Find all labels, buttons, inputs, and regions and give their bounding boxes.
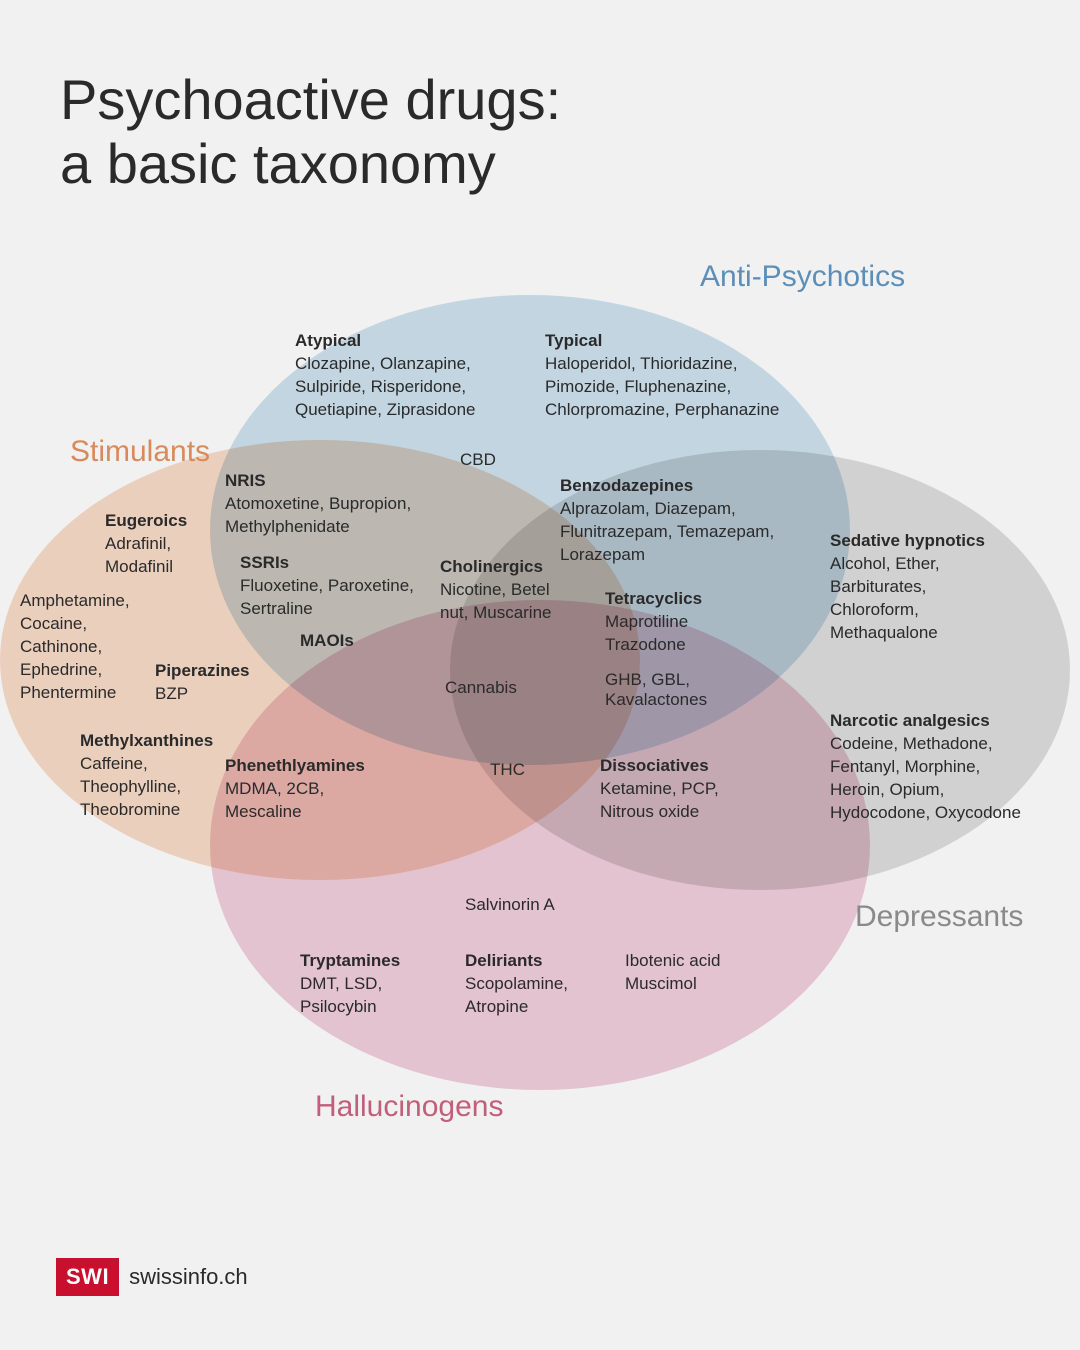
group-head: Sedative hypnotics	[830, 530, 1000, 553]
group-head: SSRIs	[240, 552, 440, 575]
group-body: Atomoxetine, Bupropion, Methylphenidate	[225, 493, 445, 539]
group-body: Nicotine, Betel nut, Muscarine	[440, 579, 580, 625]
page-title: Psychoactive drugs: a basic taxonomy	[60, 68, 561, 197]
group-narcotics: Narcotic analgesics Codeine, Methadone, …	[830, 710, 1030, 825]
label-antipsychotics: Anti-Psychotics	[700, 260, 905, 294]
group-body: Scopolamine, Atropine	[465, 973, 595, 1019]
group-cholinergics: Cholinergics Nicotine, Betel nut, Muscar…	[440, 556, 580, 625]
group-amphetamines: Amphetamine, Cocaine, Cathinone, Ephedri…	[20, 590, 150, 705]
group-body: Ketamine, PCP, Nitrous oxide	[600, 778, 750, 824]
group-ibotenic: Ibotenic acid Muscimol	[625, 950, 755, 996]
group-sedatives: Sedative hypnotics Alcohol, Ether, Barbi…	[830, 530, 1000, 645]
group-body: Ibotenic acid Muscimol	[625, 950, 755, 996]
source-logo: SWI swissinfo.ch	[56, 1258, 248, 1296]
group-body: Maprotiline Trazodone	[605, 611, 725, 657]
group-body: Adrafinil, Modafinil	[105, 533, 225, 579]
group-body: Clozapine, Olanzapine, Sulpiride, Risper…	[295, 353, 515, 422]
group-head: Tetracyclics	[605, 588, 725, 611]
group-head: Tryptamines	[300, 950, 440, 973]
label-hallucinogens: Hallucinogens	[315, 1090, 503, 1124]
group-typical: Typical Haloperidol, Thioridazine, Pimoz…	[545, 330, 795, 422]
group-benzodiazepines: Benzodazepines Alprazolam, Diazepam, Flu…	[560, 475, 790, 567]
group-body: MDMA, 2CB, Mescaline	[225, 778, 395, 824]
logo-badge: SWI	[56, 1258, 119, 1296]
single-thc: THC	[490, 760, 525, 780]
single-cbd: CBD	[460, 450, 496, 470]
group-head: NRIS	[225, 470, 445, 493]
group-body: Fluoxetine, Paroxetine, Sertraline	[240, 575, 440, 621]
group-piperazines: Piperazines BZP	[155, 660, 275, 706]
group-head: Piperazines	[155, 660, 275, 683]
logo-text: swissinfo.ch	[129, 1264, 248, 1290]
single-cannabis: Cannabis	[445, 678, 517, 698]
group-deliriants: Deliriants Scopolamine, Atropine	[465, 950, 595, 1019]
group-tryptamines: Tryptamines DMT, LSD, Psilocybin	[300, 950, 440, 1019]
group-ssris: SSRIs Fluoxetine, Paroxetine, Sertraline	[240, 552, 440, 621]
group-methylxanthines: Methylxanthines Caffeine, Theophylline, …	[80, 730, 230, 822]
group-head: Eugeroics	[105, 510, 225, 533]
group-tetracyclics: Tetracyclics Maprotiline Trazodone	[605, 588, 725, 657]
group-dissociatives: Dissociatives Ketamine, PCP, Nitrous oxi…	[600, 755, 750, 824]
group-body: BZP	[155, 683, 275, 706]
group-nris: NRIS Atomoxetine, Bupropion, Methylpheni…	[225, 470, 445, 539]
group-atypical: Atypical Clozapine, Olanzapine, Sulpirid…	[295, 330, 515, 422]
group-head: MAOIs	[300, 630, 400, 653]
group-body: Alprazolam, Diazepam, Flunitrazepam, Tem…	[560, 498, 790, 567]
single-ghb: GHB, GBL, Kavalactones	[605, 670, 725, 710]
group-body: Haloperidol, Thioridazine, Pimozide, Flu…	[545, 353, 795, 422]
group-body: Caffeine, Theophylline, Theobromine	[80, 753, 230, 822]
group-body: Codeine, Methadone, Fentanyl, Morphine, …	[830, 733, 1030, 825]
group-head: Atypical	[295, 330, 515, 353]
group-body: Alcohol, Ether, Barbiturates, Chloroform…	[830, 553, 1000, 645]
group-head: Dissociatives	[600, 755, 750, 778]
group-body: Amphetamine, Cocaine, Cathinone, Ephedri…	[20, 590, 150, 705]
group-head: Narcotic analgesics	[830, 710, 1030, 733]
group-eugeroics: Eugeroics Adrafinil, Modafinil	[105, 510, 225, 579]
group-head: Typical	[545, 330, 795, 353]
group-maois: MAOIs	[300, 630, 400, 653]
group-head: Cholinergics	[440, 556, 580, 579]
group-head: Benzodazepines	[560, 475, 790, 498]
group-phenethylamines: Phenethlyamines MDMA, 2CB, Mescaline	[225, 755, 395, 824]
single-salvinorin: Salvinorin A	[465, 895, 555, 915]
group-head: Phenethlyamines	[225, 755, 395, 778]
group-head: Methylxanthines	[80, 730, 230, 753]
group-head: Deliriants	[465, 950, 595, 973]
label-stimulants: Stimulants	[70, 435, 210, 469]
label-depressants: Depressants	[855, 900, 1023, 934]
group-body: DMT, LSD, Psilocybin	[300, 973, 440, 1019]
